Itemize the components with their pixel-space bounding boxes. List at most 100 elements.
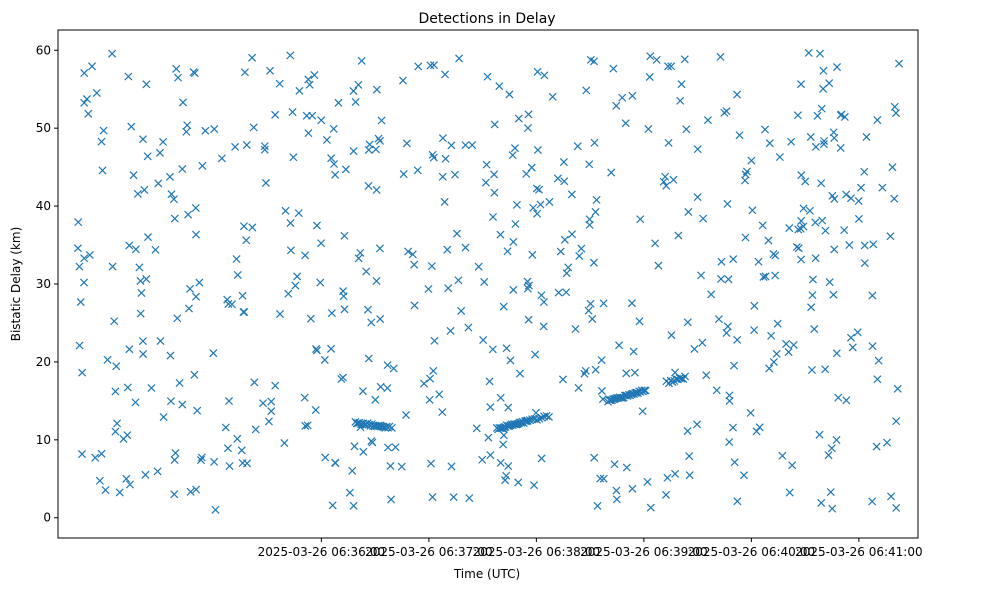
data-point	[654, 261, 663, 270]
data-point	[398, 76, 408, 85]
data-point	[131, 398, 140, 407]
data-point	[588, 314, 597, 323]
data-point	[447, 462, 456, 471]
data-point	[155, 148, 164, 157]
data-point	[514, 114, 523, 123]
data-point	[377, 116, 386, 125]
data-point	[537, 291, 546, 300]
data-point	[193, 406, 202, 415]
data-point	[280, 439, 289, 448]
data-point	[357, 56, 366, 65]
data-point	[811, 254, 820, 263]
data-point	[367, 318, 376, 327]
data-point	[586, 299, 595, 308]
data-point	[428, 493, 437, 502]
data-point	[562, 288, 571, 297]
data-point	[367, 437, 376, 446]
data-point	[512, 200, 521, 209]
data-point	[481, 178, 490, 187]
data-point	[523, 284, 532, 293]
data-point	[166, 397, 175, 406]
data-point	[895, 59, 904, 68]
data-point	[108, 49, 117, 58]
data-point	[75, 262, 84, 271]
data-point	[124, 72, 133, 81]
data-point	[748, 206, 757, 215]
data-point	[622, 463, 631, 472]
data-point	[429, 61, 439, 70]
data-point	[607, 168, 616, 177]
data-point	[793, 111, 802, 120]
data-point	[508, 151, 517, 160]
data-point	[733, 335, 742, 344]
data-point	[819, 66, 828, 75]
data-point	[301, 421, 310, 430]
data-point	[553, 174, 562, 183]
data-point	[376, 314, 385, 324]
data-point	[819, 84, 828, 93]
data-point	[730, 458, 739, 467]
data-point	[482, 160, 491, 169]
data-point	[472, 424, 481, 433]
data-point	[535, 414, 544, 423]
data-point	[599, 299, 608, 308]
data-point	[667, 62, 676, 71]
data-point	[137, 288, 146, 297]
data-point	[438, 134, 447, 143]
data-point	[133, 189, 142, 198]
data-point	[532, 184, 541, 193]
data-point	[125, 241, 134, 250]
data-point	[702, 371, 711, 380]
data-point	[186, 487, 195, 496]
data-point	[621, 119, 630, 128]
data-point	[860, 167, 869, 176]
data-point	[478, 455, 487, 464]
data-point	[80, 68, 89, 78]
data-point	[410, 260, 419, 269]
data-point	[503, 247, 512, 256]
data-point	[506, 356, 515, 365]
data-point	[759, 272, 768, 281]
data-point	[848, 343, 857, 352]
data-point	[832, 435, 841, 444]
data-point	[195, 278, 204, 287]
data-point	[664, 138, 673, 147]
data-point	[340, 305, 349, 314]
data-point	[750, 301, 759, 310]
data-point	[808, 291, 817, 300]
data-point	[238, 291, 247, 300]
data-point	[271, 381, 280, 390]
data-point	[447, 141, 456, 150]
data-point	[696, 271, 706, 280]
data-point	[140, 185, 149, 194]
data-point	[446, 326, 455, 335]
data-point	[232, 254, 241, 264]
data-point	[259, 399, 268, 408]
x-axis-label: Time (UTC)	[453, 567, 520, 581]
data-point	[804, 48, 813, 57]
data-point	[210, 457, 219, 466]
data-point	[797, 255, 806, 264]
data-point	[717, 257, 726, 266]
data-point	[836, 143, 845, 152]
data-point	[281, 206, 290, 215]
data-point	[483, 72, 492, 81]
data-point	[515, 369, 525, 378]
data-point	[723, 199, 732, 208]
data-point	[80, 254, 89, 263]
x-tick-label: 2025-03-26 06:36:00	[258, 545, 385, 559]
data-point	[192, 485, 201, 494]
data-point	[170, 455, 179, 465]
data-point	[210, 125, 219, 134]
data-point	[334, 98, 343, 107]
data-point	[741, 233, 750, 242]
data-point	[260, 142, 269, 151]
data-point	[610, 460, 619, 469]
data-point	[722, 328, 731, 337]
data-point	[735, 131, 744, 140]
data-point	[371, 395, 380, 404]
data-point	[729, 255, 738, 264]
data-point	[525, 416, 534, 425]
data-point	[441, 70, 450, 79]
